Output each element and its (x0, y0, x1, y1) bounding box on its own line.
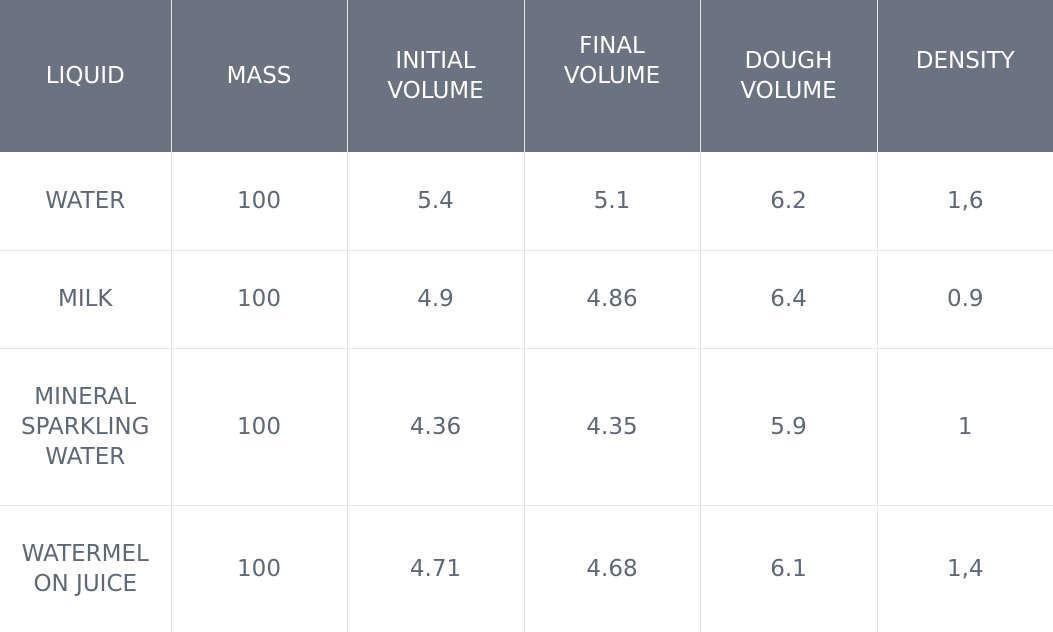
table-row: MILK 100 4.9 4.86 6.4 0.9 (0, 249, 1053, 348)
header-row: LIQUID MASS INITIAL VOLUME FINAL VOLUME DO… (0, 0, 1053, 152)
cell-final-volume: 4.86 (523, 249, 700, 348)
header-final-volume: FINAL VOLUME (523, 0, 700, 152)
cell-liquid: MILK (0, 249, 171, 348)
header-mass: MASS (170, 0, 347, 152)
cell-final-volume: 4.35 (523, 347, 700, 505)
table-row: WATER 100 5.4 5.1 6.2 1,6 (0, 152, 1053, 250)
cell-liquid: WATERMEL ON JUICE (0, 504, 171, 632)
cell-liquid: MINERAL SPARKLING WATER (0, 347, 171, 505)
cell-liquid: WATER (45, 187, 126, 214)
cell-density: 0.9 (876, 249, 1053, 348)
cell-density: 1 (876, 347, 1053, 505)
cell-final-volume: 4.68 (523, 504, 700, 632)
header-density: DENSITY (876, 0, 1053, 152)
cell-density: 1,4 (876, 504, 1053, 632)
cell-mass: 100 (170, 152, 347, 250)
cell-dough-volume: 6.1 (699, 504, 877, 632)
cell-initial-volume: 5.4 (346, 152, 524, 250)
cell-mass: 100 (170, 504, 347, 632)
cell-mass: 100 (170, 249, 347, 348)
cell-density: 1,6 (876, 152, 1053, 250)
cell-initial-volume: 4.36 (346, 347, 524, 505)
header-liquid: LIQUID (0, 0, 171, 152)
cell-dough-volume: 5.9 (699, 347, 877, 505)
table-row: MINERAL SPARKLING WATER 100 4.36 4.35 5.9 … (0, 347, 1053, 505)
header-initial-volume: INITIAL VOLUME (346, 0, 524, 152)
table-body: WATER 100 5.4 5.1 6.2 1,6 MILK 100 4.9 4… (0, 152, 1053, 632)
cell-mass: 100 (170, 347, 347, 505)
header-dough-volume: DOUGH VOLUME (699, 0, 877, 152)
cell-initial-volume: 4.71 (346, 504, 524, 632)
table-header: LIQUID MASS INITIAL VOLUME FINAL VOLUME DO… (0, 0, 1053, 152)
cell-initial-volume: 4.9 (346, 249, 524, 348)
cell-dough-volume: 6.4 (699, 249, 877, 348)
table-row: WATERMEL ON JUICE 100 4.71 4.68 6.1 1,4 (0, 504, 1053, 632)
cell-dough-volume: 6.2 (699, 152, 877, 250)
cell-final-volume: 5.1 (523, 152, 700, 250)
